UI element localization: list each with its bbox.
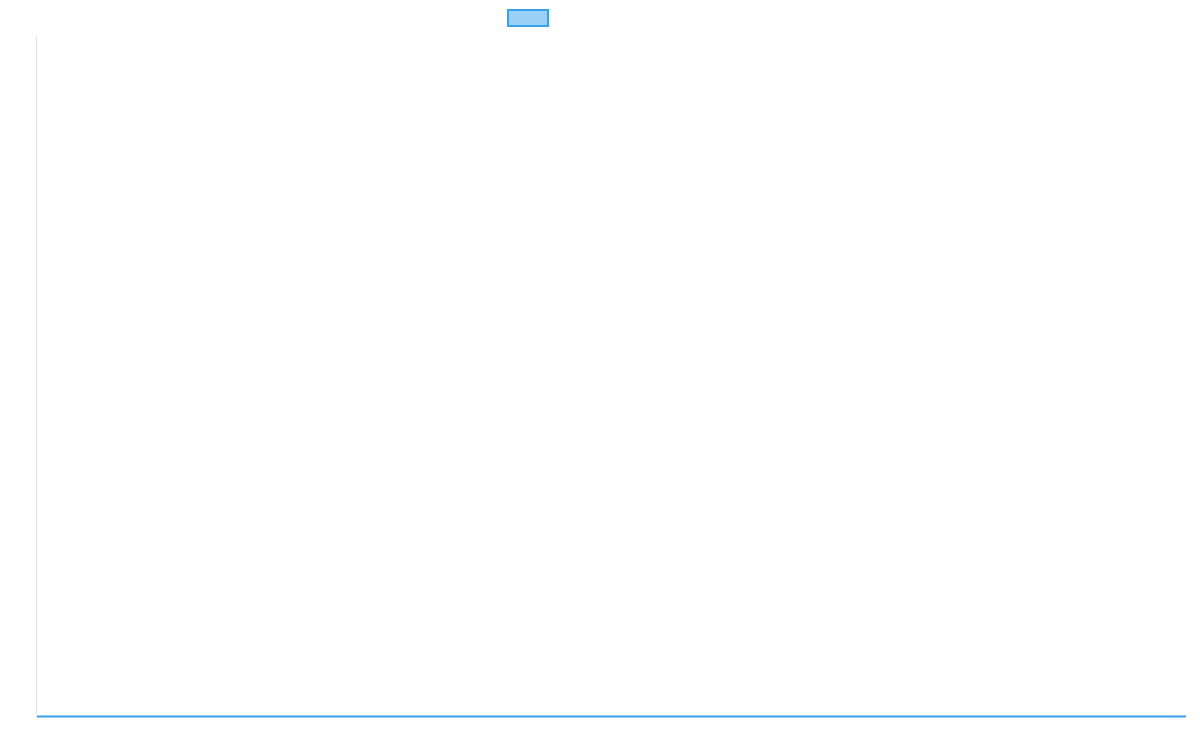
legend-swatch[interactable] (507, 9, 549, 27)
legend[interactable] (507, 9, 549, 27)
